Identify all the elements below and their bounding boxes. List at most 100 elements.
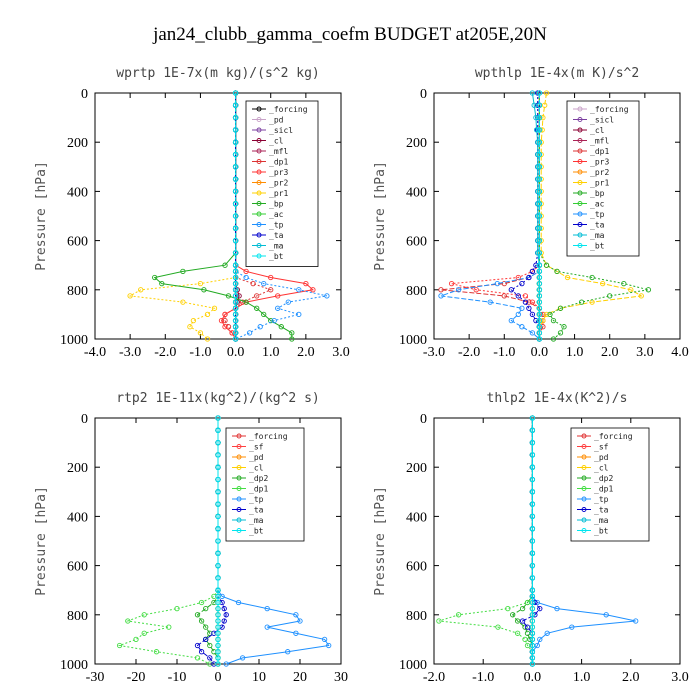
legend-label: _ta — [249, 506, 264, 515]
data-point — [536, 305, 543, 311]
data-point — [508, 317, 514, 324]
data-point — [524, 630, 531, 636]
y-axis-label: Pressure [hPa] — [34, 161, 49, 271]
data-point — [232, 280, 239, 287]
data-point — [505, 605, 511, 612]
data-point — [519, 280, 525, 287]
legend-marker — [581, 486, 587, 491]
legend-label: _ac — [590, 200, 605, 209]
data-point — [225, 293, 232, 299]
data-point — [222, 317, 228, 324]
data-point — [223, 661, 229, 667]
legend-label: _ac — [269, 210, 284, 219]
y-tick-label: 0 — [420, 87, 427, 102]
data-point — [207, 642, 213, 649]
legend-marker — [236, 486, 242, 491]
plot-frame — [433, 417, 681, 665]
data-point — [232, 127, 239, 133]
data-point — [232, 293, 239, 299]
legend-marker — [581, 475, 587, 481]
legend-marker — [581, 454, 587, 460]
data-point — [448, 280, 455, 287]
legend-label: _dp1 — [590, 147, 609, 156]
legend-marker — [577, 138, 583, 143]
data-point — [514, 630, 521, 636]
data-point — [529, 593, 536, 600]
legend-marker — [256, 211, 262, 217]
legend-label: _bp — [590, 189, 605, 198]
data-point — [536, 151, 543, 158]
data-point — [254, 305, 260, 311]
data-point — [536, 274, 543, 281]
data-point — [116, 642, 123, 649]
data-point — [535, 102, 541, 108]
data-point — [455, 287, 462, 293]
data-point — [232, 262, 239, 268]
legend-label: _bt — [249, 527, 264, 536]
data-point — [534, 642, 540, 649]
data-point — [285, 299, 291, 305]
data-point — [508, 287, 514, 293]
data-point — [455, 612, 462, 618]
data-point — [536, 324, 543, 330]
legend-label: _cl — [590, 126, 605, 135]
data-point — [198, 599, 205, 606]
data-point — [261, 280, 267, 287]
data-point — [215, 476, 221, 483]
data-point — [303, 280, 309, 287]
data-point — [550, 317, 557, 324]
legend-marker — [577, 222, 583, 227]
data-point — [544, 630, 550, 636]
legend-marker — [256, 232, 262, 238]
data-point — [211, 305, 218, 311]
data-point — [232, 305, 239, 311]
data-point — [275, 305, 281, 311]
data-point — [536, 176, 543, 182]
legend-marker — [256, 201, 262, 206]
legend-label: _ta — [269, 231, 284, 240]
data-point — [543, 90, 550, 96]
figure-title: jan24_clubb_gamma_coefm BUDGET at205E,20… — [152, 24, 547, 45]
data-point — [232, 139, 239, 145]
data-point — [203, 636, 209, 643]
data-point — [529, 624, 536, 630]
x-tick-label: -20 — [127, 670, 146, 685]
legend-marker — [236, 454, 242, 460]
data-point — [522, 624, 528, 630]
data-point — [229, 330, 235, 336]
legend-marker — [256, 159, 262, 164]
data-point — [159, 280, 165, 287]
data-point — [533, 127, 540, 133]
data-point — [536, 262, 543, 268]
data-point — [536, 102, 543, 108]
data-point — [540, 114, 546, 121]
data-point — [533, 114, 539, 121]
legend-box — [566, 100, 640, 257]
legend-label: _sicl — [590, 116, 614, 125]
data-point — [438, 287, 444, 293]
data-point — [235, 599, 242, 606]
data-point — [215, 526, 221, 532]
data-point — [501, 280, 507, 287]
x-tick-label: -4.0 — [84, 345, 106, 360]
data-point — [289, 330, 295, 336]
legend-label: _tp — [590, 210, 605, 219]
data-point — [232, 330, 239, 336]
data-point — [232, 176, 239, 182]
data-point — [239, 655, 246, 661]
data-point — [297, 618, 303, 624]
data-point — [529, 605, 536, 612]
data-point — [215, 562, 221, 569]
x-tick-label: -1.0 — [493, 345, 515, 360]
legend-marker — [581, 444, 587, 449]
legend-marker — [577, 106, 583, 112]
legend-marker — [581, 496, 587, 502]
x-tick-label: 0.0 — [531, 345, 549, 360]
legend-label: _pr3 — [590, 158, 609, 167]
data-point — [261, 311, 267, 318]
x-tick-label: -2.0 — [154, 345, 176, 360]
data-point — [628, 287, 634, 293]
panel-title: rtp2 1E-11x(kg^2)/(kg^2 s) — [116, 391, 320, 406]
data-point — [264, 624, 270, 630]
legend-label: _bt — [269, 252, 284, 261]
